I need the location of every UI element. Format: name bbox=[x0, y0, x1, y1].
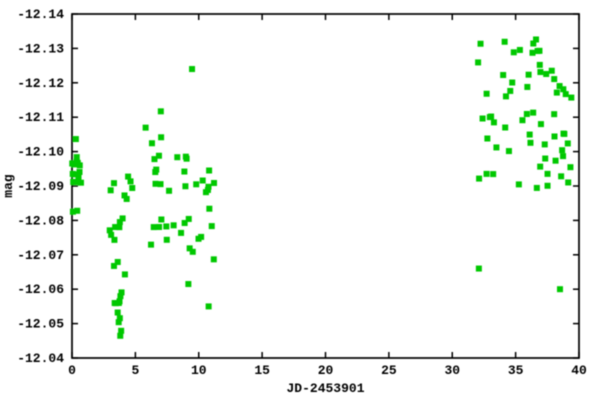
svg-text:-12.04: -12.04 bbox=[17, 351, 64, 366]
svg-text:25: 25 bbox=[381, 363, 397, 378]
svg-text:mag: mag bbox=[1, 174, 16, 198]
svg-text:-12.13: -12.13 bbox=[17, 41, 64, 56]
svg-text:10: 10 bbox=[191, 363, 207, 378]
svg-text:-12.05: -12.05 bbox=[17, 317, 64, 332]
svg-text:JD-2453901: JD-2453901 bbox=[286, 381, 364, 396]
svg-text:-12.07: -12.07 bbox=[17, 248, 64, 263]
svg-text:-12.08: -12.08 bbox=[17, 213, 64, 228]
svg-text:30: 30 bbox=[444, 363, 460, 378]
svg-text:-12.11: -12.11 bbox=[17, 110, 64, 125]
svg-text:-12.09: -12.09 bbox=[17, 179, 64, 194]
svg-text:-12.12: -12.12 bbox=[17, 76, 64, 91]
svg-text:-12.14: -12.14 bbox=[17, 7, 64, 22]
svg-text:-12.06: -12.06 bbox=[17, 282, 64, 297]
svg-text:0: 0 bbox=[68, 363, 76, 378]
svg-text:-12.10: -12.10 bbox=[17, 145, 64, 160]
svg-text:15: 15 bbox=[254, 363, 270, 378]
svg-text:5: 5 bbox=[131, 363, 139, 378]
svg-text:35: 35 bbox=[508, 363, 524, 378]
svg-text:20: 20 bbox=[318, 363, 334, 378]
svg-text:40: 40 bbox=[571, 363, 587, 378]
